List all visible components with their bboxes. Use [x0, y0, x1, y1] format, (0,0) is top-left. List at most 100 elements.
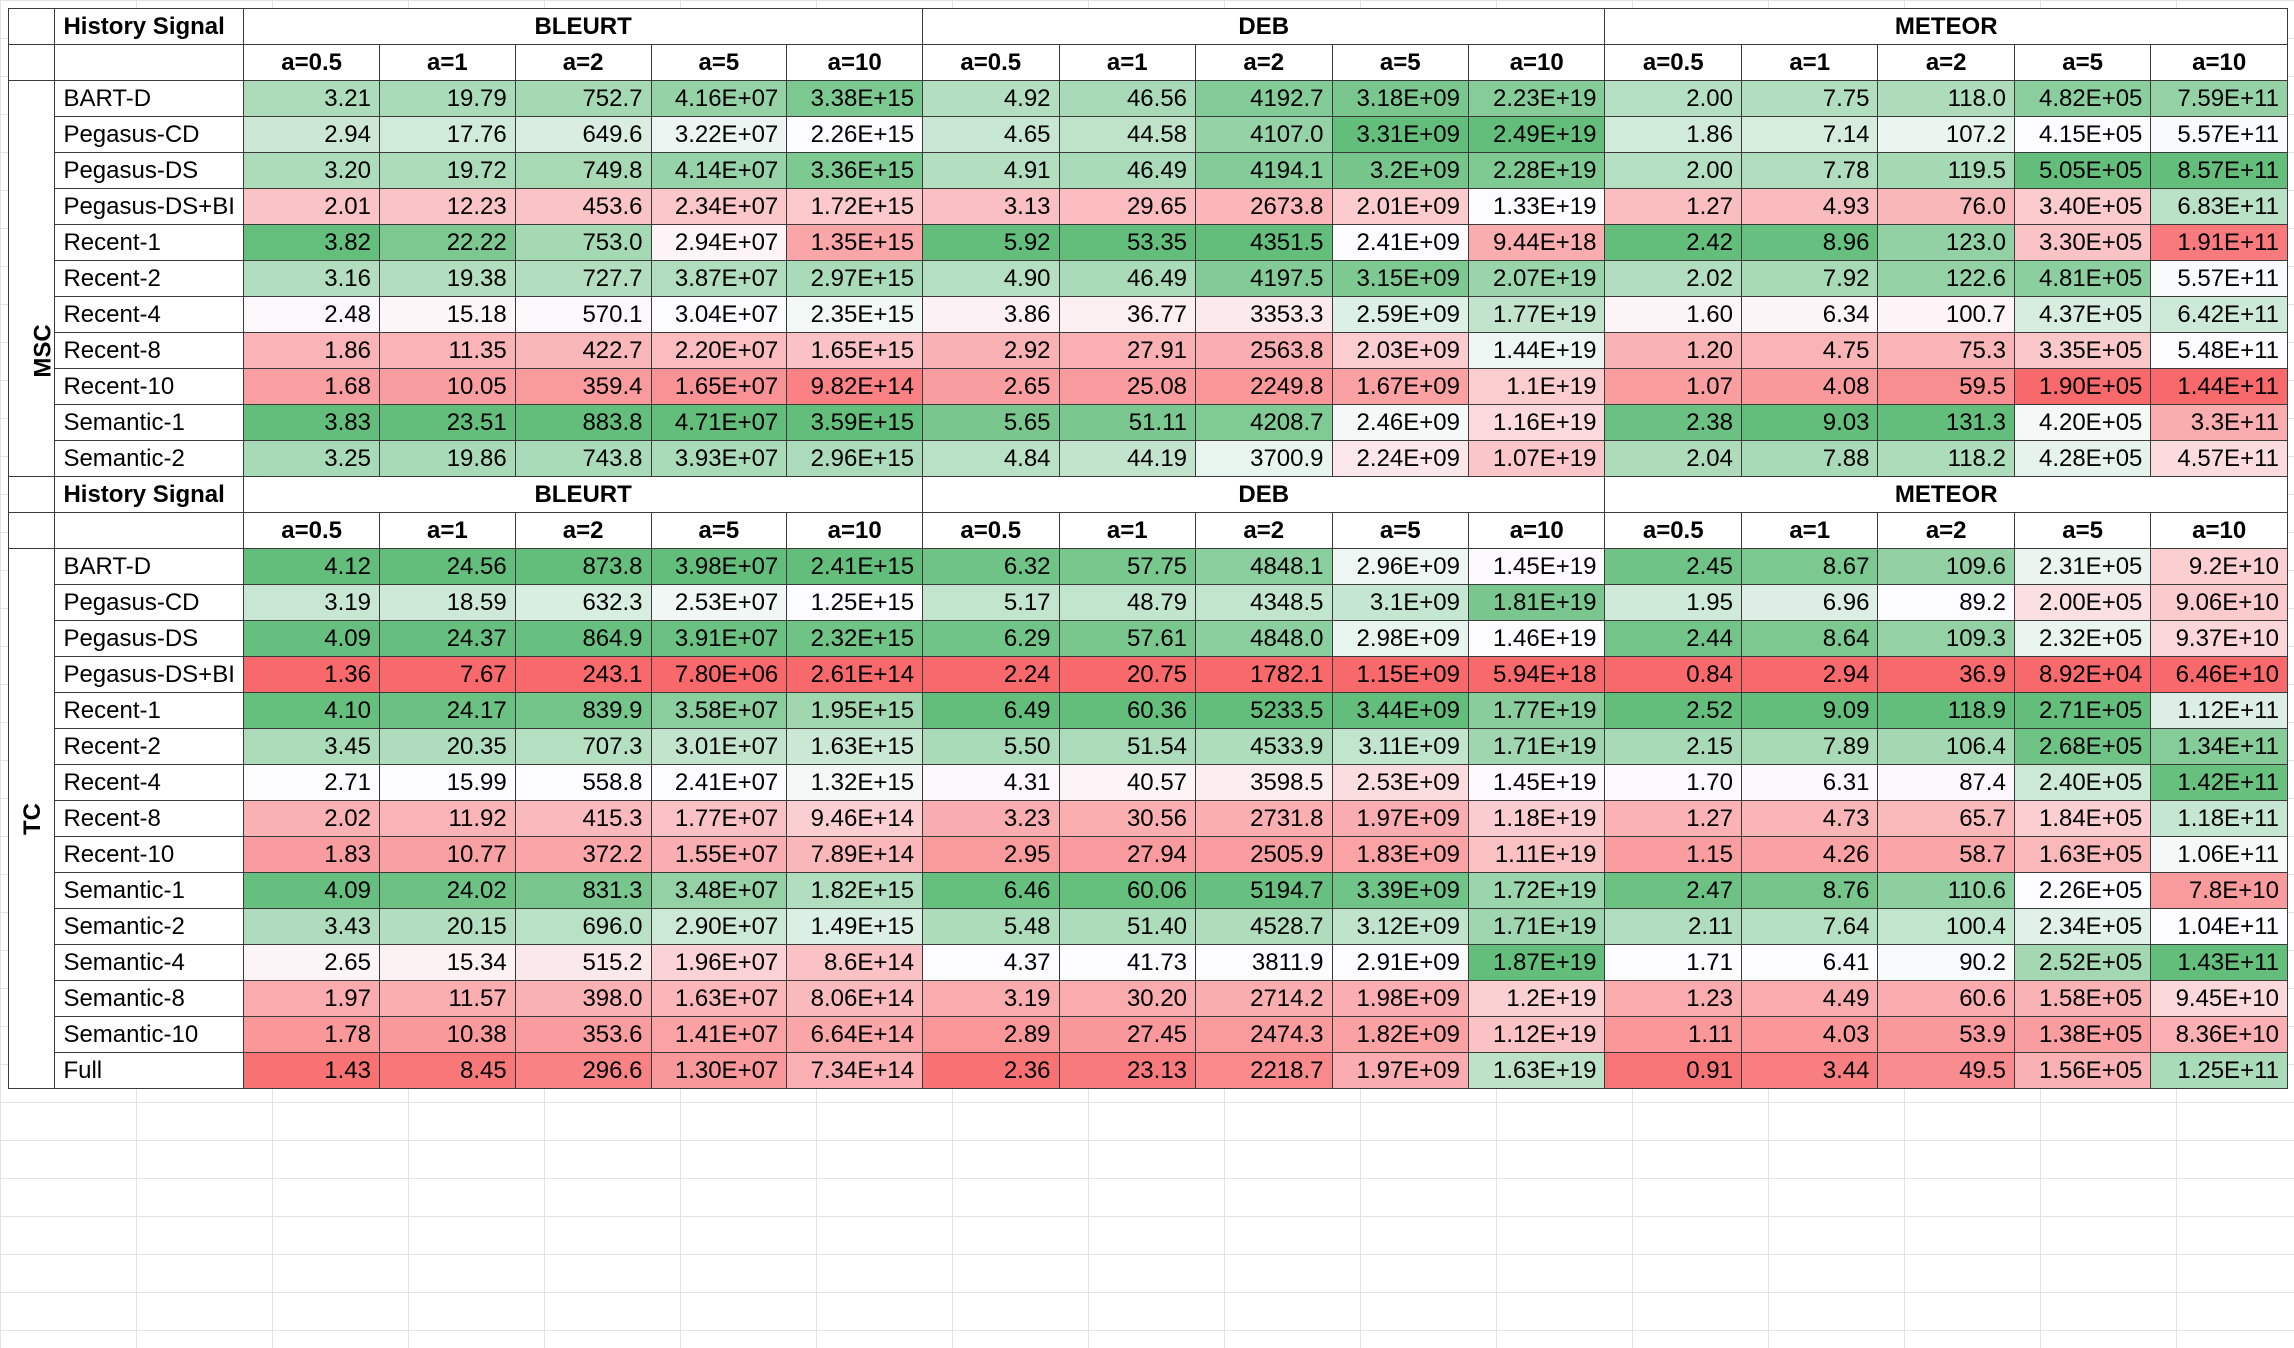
row-label: Pegasus-DS — [54, 152, 245, 189]
value-cell: 2.41E+15 — [786, 548, 924, 585]
value-cell: 558.8 — [514, 764, 652, 801]
value-cell: 19.72 — [378, 152, 516, 189]
alpha-header: a=0.5 — [243, 44, 380, 81]
value-cell: 19.79 — [378, 80, 516, 117]
value-cell: 29.65 — [1058, 188, 1197, 225]
value-cell: 75.3 — [1877, 332, 2015, 369]
value-cell: 4.09 — [243, 620, 380, 657]
value-cell: 4.15E+05 — [2013, 116, 2152, 153]
value-cell: 1.11E+19 — [1467, 836, 1606, 873]
value-cell: 1.16E+19 — [1467, 404, 1606, 441]
value-cell: 17.76 — [378, 116, 516, 153]
value-cell: 1.68 — [243, 368, 380, 405]
value-cell: 1.86 — [243, 332, 380, 369]
value-cell: 1.35E+15 — [786, 224, 924, 261]
value-cell: 4.09 — [243, 872, 380, 909]
value-cell: 1.84E+05 — [2013, 800, 2152, 837]
table-row: Semantic-4 2.65 15.34 515.2 1.96E+07 8.6E+14 4… — [9, 944, 2288, 981]
row-label: Semantic-1 — [54, 872, 245, 909]
value-cell: 3.87E+07 — [650, 260, 788, 297]
value-cell: 0.84 — [1604, 656, 1742, 693]
table-row: Recent-10 1.68 10.05 359.4 1.65E+07 9.82E+14 2… — [9, 368, 2288, 405]
value-cell: 5194.7 — [1195, 872, 1333, 909]
value-cell: 25.08 — [1058, 368, 1197, 405]
value-cell: 30.56 — [1058, 800, 1197, 837]
alpha-header: a=2 — [514, 44, 652, 81]
value-cell: 6.31 — [1740, 764, 1879, 801]
value-cell: 1.65E+07 — [650, 368, 788, 405]
value-cell: 3.44 — [1740, 1052, 1879, 1089]
value-cell: 36.9 — [1877, 656, 2015, 693]
alpha-header: a=0.5 — [1604, 512, 1742, 549]
value-cell: 23.51 — [378, 404, 516, 441]
row-label: Recent-4 — [54, 296, 245, 333]
value-cell: 2.65 — [922, 368, 1060, 405]
value-cell: 2.52 — [1604, 692, 1742, 729]
value-cell: 4.03 — [1740, 1016, 1879, 1053]
value-cell: 3.01E+07 — [650, 728, 788, 765]
value-cell: 1.95E+15 — [786, 692, 924, 729]
metric-header-deb: DEB — [922, 8, 1606, 45]
value-cell: 7.14 — [1740, 116, 1879, 153]
corner-cell — [7, 8, 56, 45]
value-cell: 1.43 — [243, 1052, 380, 1089]
value-cell: 2.26E+15 — [786, 116, 924, 153]
alpha-header: a=5 — [1331, 512, 1469, 549]
value-cell: 7.34E+14 — [786, 1052, 924, 1089]
value-cell: 2.52E+05 — [2013, 944, 2152, 981]
value-cell: 1.63E+07 — [650, 980, 788, 1017]
value-cell: 2.92 — [922, 332, 1060, 369]
value-cell: 1.33E+19 — [1467, 188, 1606, 225]
value-cell: 8.96 — [1740, 224, 1879, 261]
value-cell: 24.17 — [378, 692, 516, 729]
value-cell: 1.78 — [243, 1016, 380, 1053]
value-cell: 53.9 — [1877, 1016, 2015, 1053]
value-cell: 3353.3 — [1195, 296, 1333, 333]
value-cell: 4.49 — [1740, 980, 1879, 1017]
alpha-header: a=10 — [786, 44, 924, 81]
value-cell: 4.16E+07 — [650, 80, 788, 117]
value-cell: 4.10 — [243, 692, 380, 729]
value-cell: 7.59E+11 — [2150, 80, 2288, 117]
value-cell: 3811.9 — [1195, 944, 1333, 981]
row-label: Recent-2 — [54, 728, 245, 765]
value-cell: 1.2E+19 — [1467, 980, 1606, 1017]
value-cell: 1.12E+19 — [1467, 1016, 1606, 1053]
value-cell: 632.3 — [514, 584, 652, 621]
alpha-header-row: a=0.5 a=1 a=2 a=5 a=10 a=0.5 a=1 a=2 a=5 a=10 a=0.… — [7, 512, 2288, 549]
value-cell: 51.54 — [1058, 728, 1197, 765]
value-cell: 15.18 — [378, 296, 516, 333]
value-cell: 2.53E+07 — [650, 584, 788, 621]
value-cell: 1.27 — [1604, 800, 1742, 837]
value-cell: 24.56 — [378, 548, 516, 585]
value-cell: 8.67 — [1740, 548, 1879, 585]
value-cell: 2.11 — [1604, 908, 1742, 945]
value-cell: 8.76 — [1740, 872, 1879, 909]
value-cell: 3.36E+15 — [786, 152, 924, 189]
value-cell: 59.5 — [1877, 368, 2015, 405]
value-cell: 4.91 — [922, 152, 1060, 189]
dataset-group-label: TC — [7, 548, 56, 1089]
value-cell: 6.41 — [1740, 944, 1879, 981]
value-cell: 1.15E+09 — [1331, 656, 1469, 693]
value-cell: 1.65E+15 — [786, 332, 924, 369]
dataset-group-text: TC — [19, 802, 46, 835]
row-label: Semantic-1 — [54, 404, 245, 441]
row-label: Semantic-4 — [54, 944, 245, 981]
value-cell: 19.86 — [378, 440, 516, 477]
value-cell: 119.5 — [1877, 152, 2015, 189]
alpha-header: a=1 — [1058, 44, 1197, 81]
value-cell: 7.88 — [1740, 440, 1879, 477]
row-label: Pegasus-CD — [54, 116, 245, 153]
value-cell: 118.2 — [1877, 440, 2015, 477]
value-cell: 3.31E+09 — [1331, 116, 1469, 153]
row-label: Pegasus-DS+BI — [54, 656, 245, 693]
value-cell: 22.22 — [378, 224, 516, 261]
corner-cell — [7, 44, 56, 81]
value-cell: 9.2E+10 — [2150, 548, 2288, 585]
value-cell: 753.0 — [514, 224, 652, 261]
value-cell: 4.92 — [922, 80, 1060, 117]
value-cell: 4.14E+07 — [650, 152, 788, 189]
value-cell: 6.49 — [922, 692, 1060, 729]
value-cell: 2.48 — [243, 296, 380, 333]
